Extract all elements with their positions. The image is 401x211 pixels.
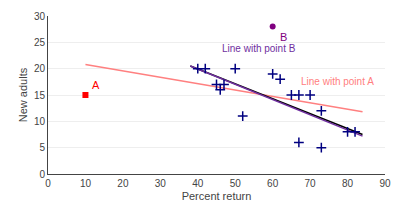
svg-text:10: 10 [34,116,46,127]
svg-text:20: 20 [34,63,46,74]
svg-text:90: 90 [379,178,391,189]
svg-text:Line with point B: Line with point B [222,43,296,54]
svg-text:Percent return: Percent return [182,190,252,202]
svg-text:0: 0 [39,169,45,180]
svg-text:40: 40 [192,178,204,189]
svg-text:30: 30 [155,178,167,189]
svg-text:20: 20 [117,178,129,189]
svg-text:80: 80 [342,178,354,189]
svg-text:50: 50 [230,178,242,189]
svg-text:60: 60 [267,178,279,189]
svg-text:New adults: New adults [17,67,29,122]
svg-text:25: 25 [34,37,46,48]
svg-text:A: A [92,79,100,91]
svg-text:5: 5 [39,142,45,153]
svg-text:0: 0 [45,178,51,189]
svg-text:10: 10 [80,178,92,189]
svg-text:B: B [280,31,287,43]
svg-text:30: 30 [34,11,46,22]
svg-text:Line with point A: Line with point A [301,76,374,87]
svg-text:70: 70 [305,178,317,189]
svg-text:15: 15 [34,90,46,101]
